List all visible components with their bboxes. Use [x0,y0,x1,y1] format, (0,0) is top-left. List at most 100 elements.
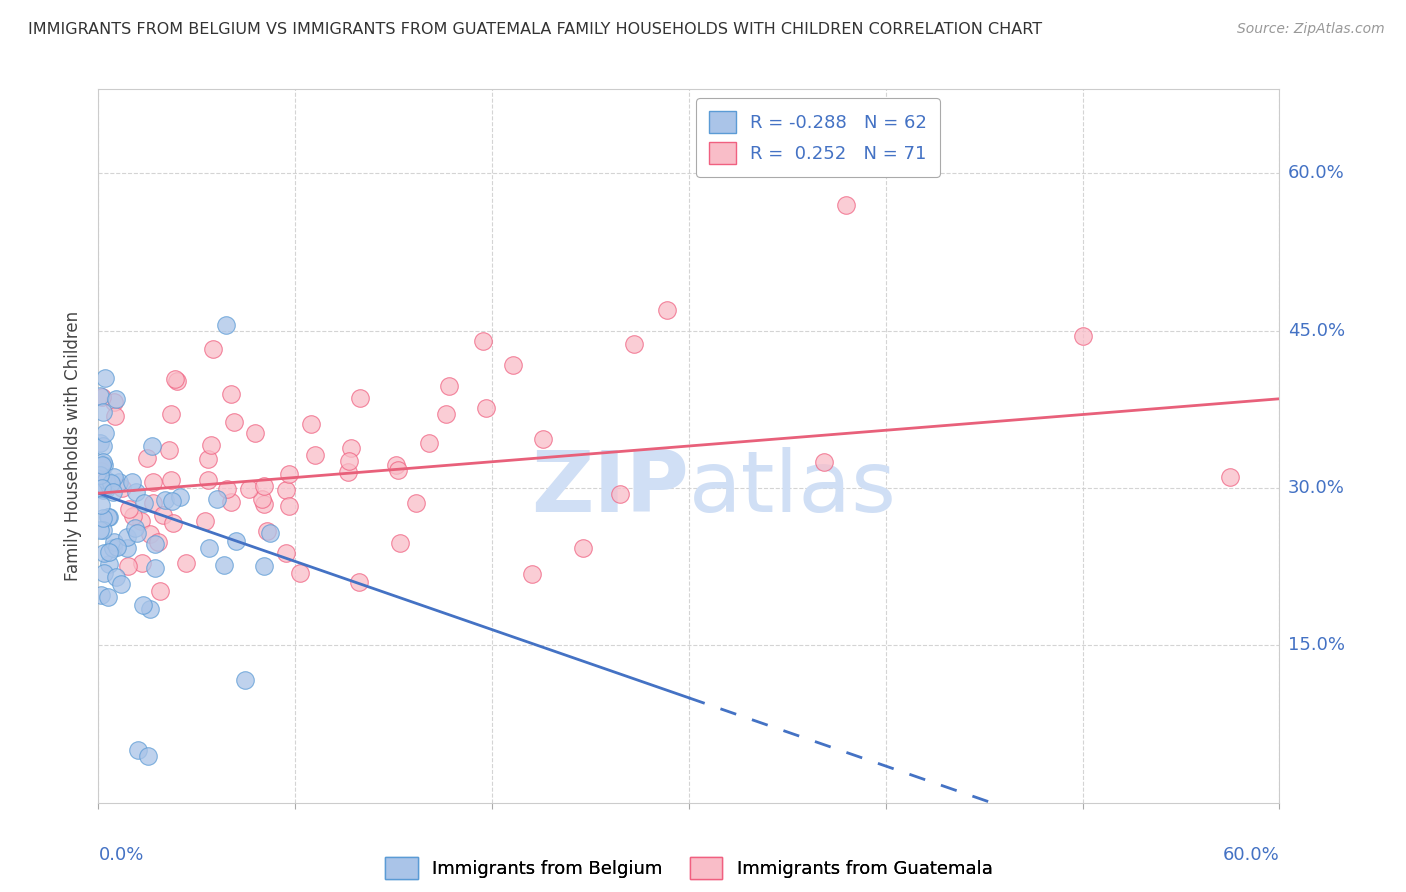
Text: 15.0%: 15.0% [1288,636,1344,655]
Point [387,463,409,477]
Text: ZIP: ZIP [531,447,689,531]
Point [132,599,155,613]
Point [253,558,276,573]
Point [259,525,281,540]
Point [139,601,162,615]
Point [129,514,152,528]
Point [100,475,122,490]
Text: Source: ZipAtlas.com: Source: ZipAtlas.com [1237,22,1385,37]
Point [1071,328,1094,343]
Point [127,743,149,757]
Point [105,541,128,555]
Point [200,437,222,451]
Point [221,386,243,401]
Point [111,481,134,495]
Point [434,408,457,422]
Point [657,302,679,317]
Point [91,455,114,469]
Point [124,521,146,535]
Point [121,475,143,490]
Point [1219,470,1241,484]
Point [93,546,115,560]
Point [105,392,128,406]
Point [136,748,159,763]
Point [89,523,111,537]
Point [389,536,412,550]
Point [160,494,183,508]
Text: 0.0%: 0.0% [98,846,143,863]
Point [290,566,312,581]
Point [250,492,273,507]
Point [134,496,156,510]
Point [299,417,322,431]
Point [89,468,111,483]
Point [149,584,172,599]
Point [104,570,127,584]
Point [256,524,278,539]
Point [98,510,121,524]
Point [349,574,371,589]
Point [349,392,371,406]
Point [93,524,115,538]
Point [274,546,297,560]
Point [278,467,301,482]
Point [152,508,174,522]
Point [142,495,165,509]
Point [91,511,114,525]
Point [91,438,114,452]
Point [194,514,217,528]
Point [623,337,645,351]
Point [98,544,121,558]
Point [139,526,162,541]
Point [215,482,238,496]
Point [385,458,408,472]
Point [225,533,247,548]
Point [115,530,138,544]
Point [103,409,125,423]
Point [103,541,125,555]
Point [572,541,595,555]
Point [97,509,120,524]
Point [502,358,524,372]
Point [93,458,115,473]
Point [93,566,115,580]
Point [276,483,298,497]
Point [108,475,131,489]
Point [205,492,228,507]
Point [91,390,114,404]
Point [437,379,460,393]
Point [162,516,184,531]
Point [176,556,198,570]
Point [118,502,141,516]
Point [472,334,495,348]
Point [90,481,112,495]
Point [219,495,242,509]
Point [233,673,256,687]
Point [202,342,225,356]
Point [103,470,125,484]
Point [222,415,245,429]
Point [197,451,219,466]
Point [91,483,114,498]
Point [117,558,139,573]
Point [253,479,276,493]
Text: atlas: atlas [689,447,897,531]
Point [136,450,159,465]
Text: IMMIGRANTS FROM BELGIUM VS IMMIGRANTS FROM GUATEMALA FAMILY HOUSEHOLDS WITH CHIL: IMMIGRANTS FROM BELGIUM VS IMMIGRANTS FR… [28,22,1042,37]
Point [90,464,112,478]
Point [141,439,163,453]
Point [278,499,301,513]
Text: 30.0%: 30.0% [1288,479,1344,497]
Point [531,433,554,447]
Point [166,374,188,388]
Point [94,483,117,497]
Point [127,526,149,541]
Point [475,401,498,415]
Point [148,535,170,549]
Point [97,590,120,604]
Point [90,588,112,602]
Point [238,482,260,496]
Point [90,498,112,512]
Point [94,473,117,487]
Point [91,405,114,419]
